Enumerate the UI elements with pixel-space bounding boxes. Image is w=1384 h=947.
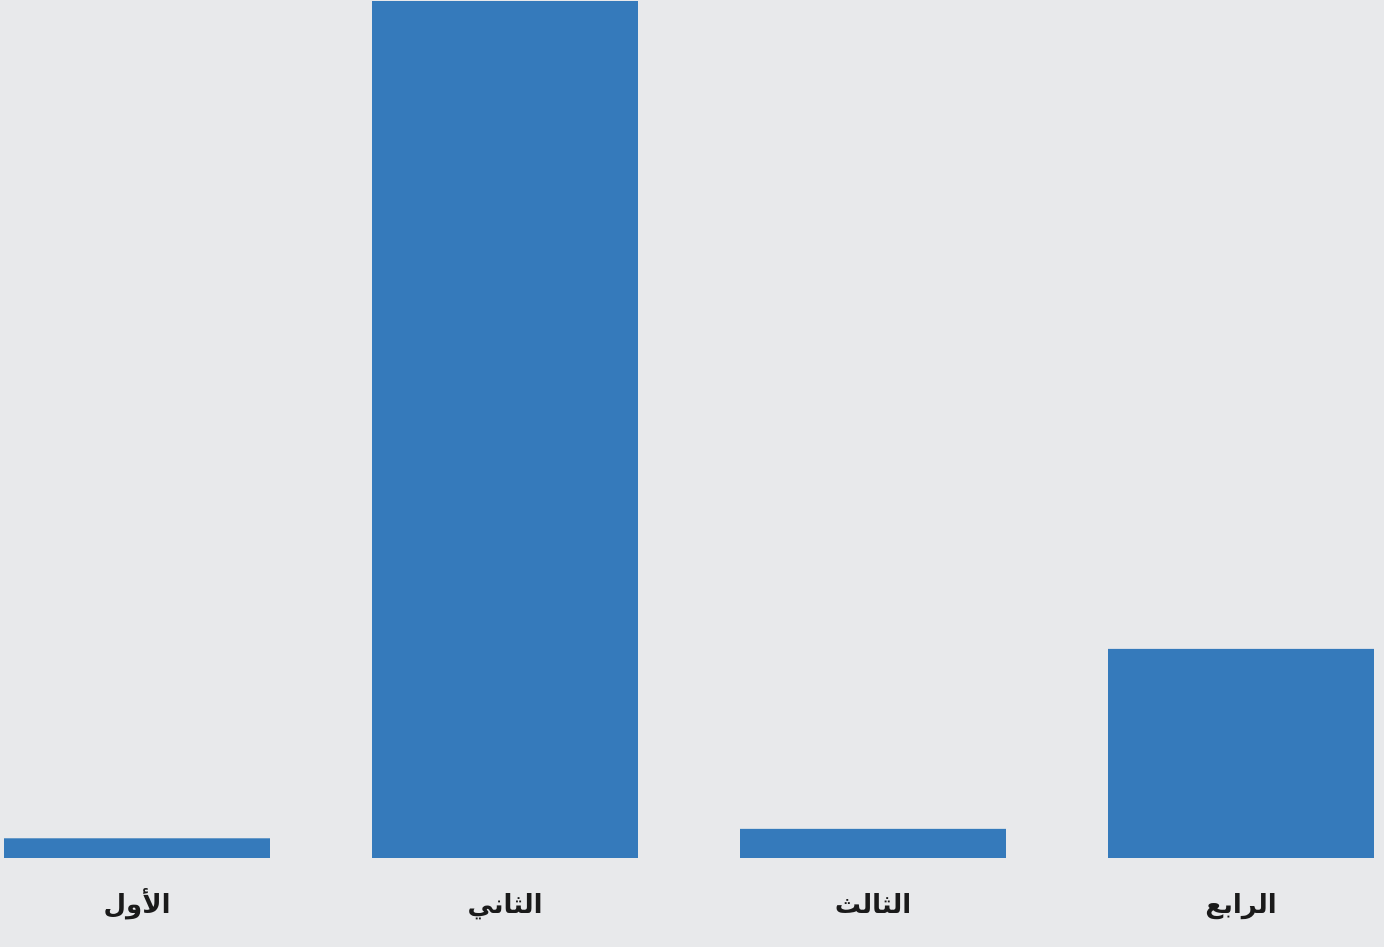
bar-2 xyxy=(372,1,638,858)
category-label-2: الثاني xyxy=(467,890,542,920)
category-label-4: الرابع xyxy=(1205,890,1276,920)
bar-3 xyxy=(740,828,1006,858)
bars-group xyxy=(4,1,1374,858)
category-label-1: الأول xyxy=(104,888,171,920)
bar-4 xyxy=(1108,648,1374,858)
category-label-3: الثالث xyxy=(835,890,911,920)
category-labels-group: الأول الثاني الثالث الرابع xyxy=(104,888,1277,920)
bar-1 xyxy=(4,838,270,858)
